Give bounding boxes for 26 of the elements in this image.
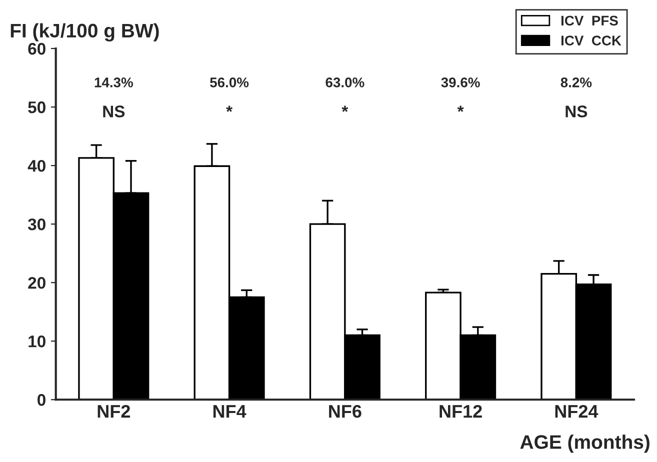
annotation: *: [226, 106, 233, 112]
y-tick-label: 10: [28, 336, 46, 348]
x-axis-title: AGE (months): [520, 434, 650, 453]
annotation: 56.0%: [210, 78, 249, 88]
annotation: *: [457, 106, 464, 112]
legend-label: ICV PFS: [561, 16, 618, 26]
annotation: NS: [103, 106, 125, 118]
annotation: 63.0%: [326, 78, 364, 88]
y-tick-label: 30: [28, 218, 46, 230]
y-tick-label: 20: [28, 276, 46, 289]
y-tick-label: 50: [28, 101, 46, 114]
x-tick-label: NF6: [329, 404, 362, 418]
y-axis-title: FI (kJ/100 g BW): [10, 23, 159, 42]
annotation: 14.3%: [94, 78, 133, 88]
x-tick-label: NF24: [555, 404, 598, 418]
x-tick-label: NF12: [440, 404, 482, 418]
y-tick-label: 60: [28, 42, 46, 55]
x-tick-label: NF2: [98, 404, 130, 418]
annotation: 8.2%: [560, 78, 592, 88]
annotation: *: [342, 106, 348, 112]
annotation: NS: [566, 106, 588, 118]
x-tick-label: NF4: [213, 405, 246, 418]
annotation: 39.6%: [441, 78, 480, 88]
legend-label: ICV CCK: [561, 36, 622, 46]
y-tick-label: 40: [28, 160, 46, 172]
y-tick-label: 0: [38, 394, 46, 406]
